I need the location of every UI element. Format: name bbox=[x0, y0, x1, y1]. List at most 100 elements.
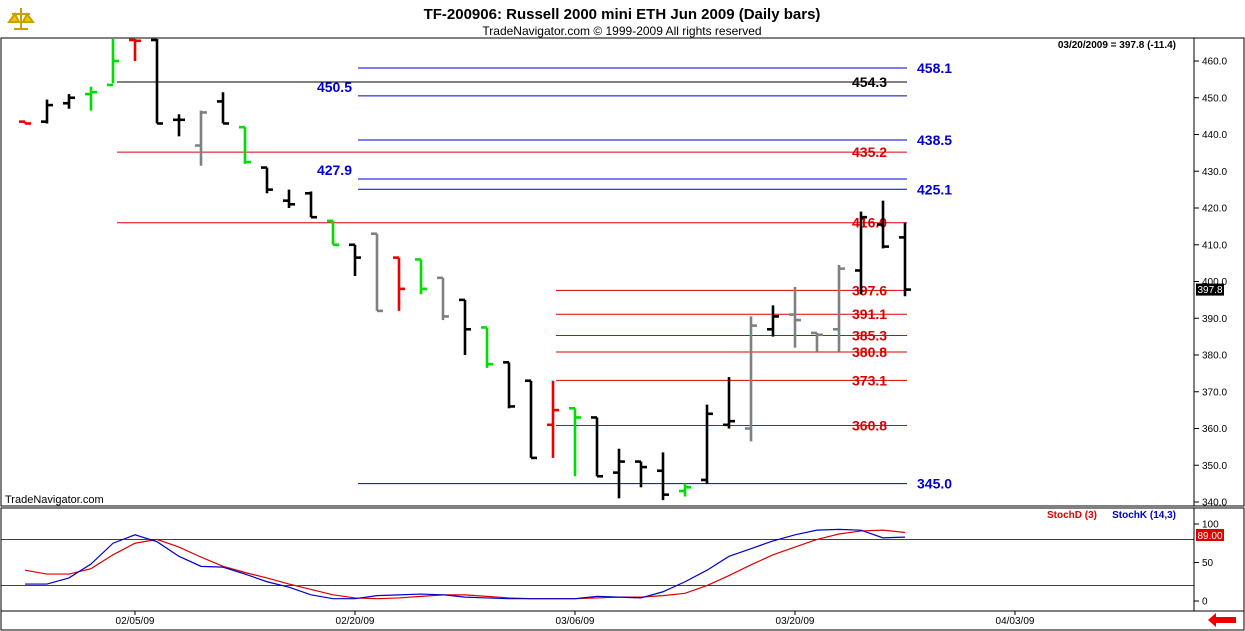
level-label: 391.1 bbox=[852, 306, 887, 322]
price-bar bbox=[239, 125, 251, 164]
price-tick-label: 410.0 bbox=[1202, 240, 1227, 251]
price-tick-label: 340.0 bbox=[1202, 498, 1227, 509]
price-bar bbox=[635, 460, 647, 488]
price-bar bbox=[261, 166, 273, 194]
price-tick-label: 390.0 bbox=[1202, 314, 1227, 325]
stoch-tick-label: 50 bbox=[1202, 558, 1214, 569]
price-bar bbox=[569, 406, 581, 477]
scroll-left-arrow-icon[interactable] bbox=[1208, 613, 1236, 627]
price-bar bbox=[195, 110, 207, 166]
price-bar bbox=[85, 86, 97, 111]
price-bar bbox=[767, 305, 779, 337]
stoch-last-value: 89.00 bbox=[1197, 531, 1222, 542]
stoch-tick-label: 0 bbox=[1202, 597, 1208, 608]
price-bar bbox=[305, 191, 317, 219]
price-bar bbox=[789, 287, 801, 348]
copyright-text: TradeNavigator.com © 1999-2009 All right… bbox=[482, 24, 761, 38]
price-tick-label: 430.0 bbox=[1202, 167, 1227, 178]
stoch-series-line bbox=[25, 528, 906, 600]
price-tick-label: 380.0 bbox=[1202, 351, 1227, 362]
price-bar bbox=[855, 211, 867, 295]
stoch-last-label: 89.00 bbox=[1196, 529, 1224, 542]
price-tick-label: 400.0 bbox=[1202, 277, 1227, 288]
level-label: 427.9 bbox=[317, 162, 352, 178]
price-bar bbox=[129, 38, 141, 61]
watermark-text: TradeNavigator.com bbox=[5, 494, 104, 506]
stochastic-lines bbox=[1, 528, 1194, 600]
level-label: 373.1 bbox=[852, 372, 887, 388]
price-bar bbox=[547, 380, 559, 458]
level-label: 385.3 bbox=[852, 328, 887, 344]
date-tick-label: 04/03/09 bbox=[996, 616, 1035, 627]
price-bar bbox=[811, 331, 823, 352]
price-bar bbox=[591, 416, 603, 478]
price-bar bbox=[657, 452, 669, 501]
level-label: 450.5 bbox=[317, 79, 352, 95]
legend-stoch-d: StochD (3) bbox=[1047, 510, 1097, 521]
chart-title: TF-200906: Russell 2000 mini ETH Jun 200… bbox=[424, 6, 821, 23]
support-resistance-levels: 458.1454.3450.5438.5435.2427.9425.1416.0… bbox=[117, 60, 952, 492]
price-tick-label: 450.0 bbox=[1202, 93, 1227, 104]
price-bar bbox=[899, 222, 911, 297]
stoch-tick-label: 100 bbox=[1202, 520, 1219, 531]
price-bars bbox=[19, 38, 911, 501]
date-tick-label: 03/20/09 bbox=[776, 616, 815, 627]
price-bar bbox=[371, 232, 383, 313]
price-bar bbox=[415, 258, 427, 295]
price-bar bbox=[107, 39, 119, 87]
price-axis bbox=[1193, 37, 1245, 507]
price-bar bbox=[525, 379, 537, 460]
level-label: 438.5 bbox=[917, 132, 952, 148]
price-bar bbox=[217, 92, 229, 125]
logo-icon bbox=[7, 5, 35, 33]
level-label: 454.3 bbox=[852, 74, 887, 90]
level-label: 458.1 bbox=[917, 60, 952, 76]
level-label: 425.1 bbox=[917, 181, 952, 197]
last-price-label: 397.8 bbox=[1196, 283, 1224, 296]
price-bar bbox=[283, 189, 295, 208]
price-bar bbox=[41, 99, 53, 124]
level-label: 380.8 bbox=[852, 344, 887, 360]
price-tick-label: 440.0 bbox=[1202, 130, 1227, 141]
price-tick-label: 420.0 bbox=[1202, 204, 1227, 215]
price-axis-ticks: 340.0 350.0 360.0 370.0 380.0 390.0 400.0 410.0… bbox=[1194, 57, 1227, 509]
date-tick-label: 02/20/09 bbox=[336, 616, 375, 627]
date-tick-label: 02/05/09 bbox=[116, 616, 155, 627]
stochastic-axis bbox=[1193, 507, 1245, 612]
price-bar bbox=[613, 448, 625, 499]
price-bar bbox=[503, 361, 515, 409]
price-bar bbox=[151, 38, 163, 125]
level-label: 345.0 bbox=[917, 476, 952, 492]
price-bar bbox=[833, 264, 845, 352]
stoch-series-line bbox=[24, 529, 906, 600]
date-axis bbox=[0, 610, 1245, 631]
last-price-value: 397.8 bbox=[1197, 285, 1222, 296]
date-axis-ticks: 02/05/09 02/20/09 03/06/09 03/20/09 04/03/09 bbox=[116, 611, 1035, 627]
price-bar bbox=[393, 256, 405, 311]
price-bar bbox=[877, 200, 889, 249]
level-label: 397.6 bbox=[852, 282, 887, 298]
last-quote-text: 03/20/2009 = 397.8 (-11.4) bbox=[1058, 40, 1176, 51]
price-bar bbox=[481, 326, 493, 368]
price-bar bbox=[327, 219, 339, 247]
price-bar bbox=[437, 276, 449, 321]
price-bar bbox=[63, 94, 75, 109]
level-label: 435.2 bbox=[852, 144, 887, 160]
price-bar bbox=[349, 243, 361, 276]
price-bar bbox=[19, 120, 31, 125]
stochastic-panel bbox=[0, 507, 1195, 612]
legend-stoch-k: StochK (14,3) bbox=[1112, 510, 1176, 521]
price-bar bbox=[679, 483, 691, 497]
level-label: 360.8 bbox=[852, 418, 887, 434]
price-bar bbox=[459, 298, 471, 355]
stochastic-axis-ticks: 0 50 100 bbox=[1194, 520, 1219, 608]
price-bar bbox=[701, 404, 713, 484]
price-tick-label: 350.0 bbox=[1202, 461, 1227, 472]
price-bar bbox=[723, 377, 735, 429]
price-tick-label: 370.0 bbox=[1202, 387, 1227, 398]
price-tick-label: 460.0 bbox=[1202, 57, 1227, 68]
price-bar bbox=[745, 316, 757, 442]
price-tick-label: 360.0 bbox=[1202, 424, 1227, 435]
date-tick-label: 03/06/09 bbox=[556, 616, 595, 627]
